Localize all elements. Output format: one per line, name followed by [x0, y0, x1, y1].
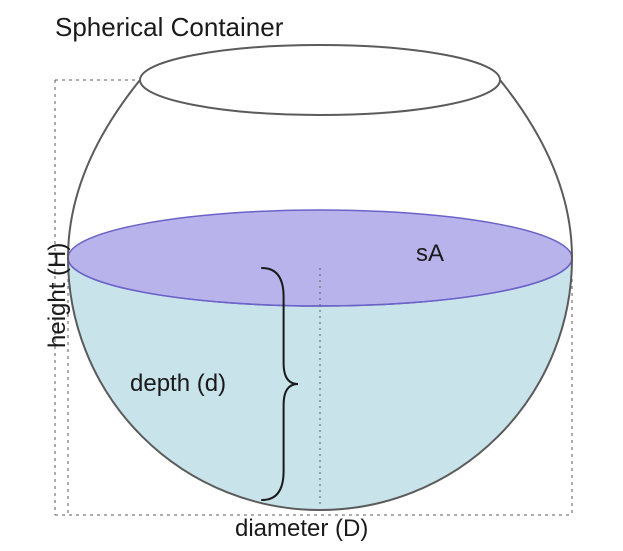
surface-area-label: sA	[416, 240, 444, 268]
spherical-container-diagram	[0, 0, 623, 551]
diagram-title: Spherical Container	[55, 12, 283, 43]
depth-label: depth (d)	[130, 370, 226, 398]
bowl-rim	[140, 45, 500, 115]
diameter-label: diameter (D)	[235, 515, 368, 543]
height-label: height (H)	[44, 243, 72, 348]
